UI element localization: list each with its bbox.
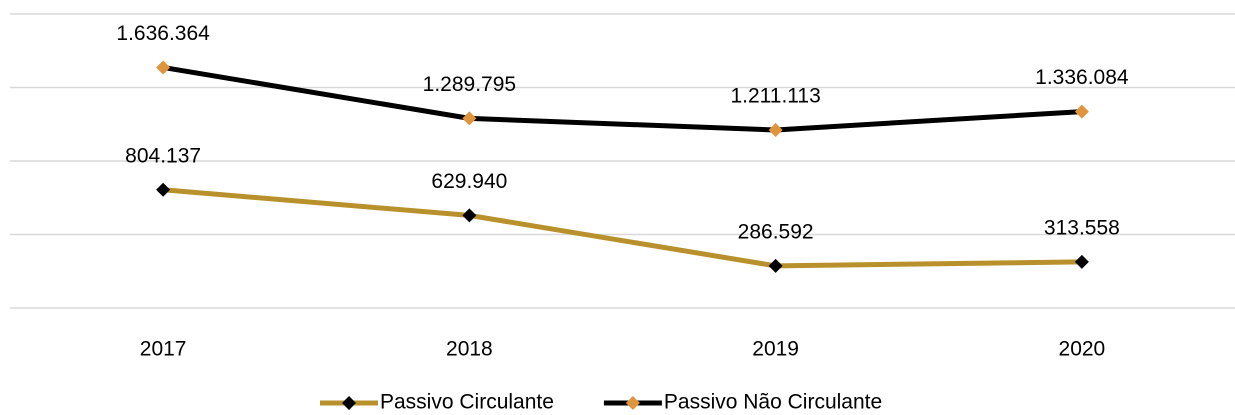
x-tick-label: 2018 [446,338,493,361]
x-tick-label: 2019 [752,338,799,361]
legend-label: Passivo Circulante [380,391,554,414]
marker [462,208,477,223]
data-label: 804.137 [125,144,201,167]
legend-label: Passivo Não Circulante [664,391,882,414]
series-line [162,64,1083,133]
marker [768,122,783,137]
data-label: 313.558 [1044,216,1120,239]
marker [156,182,171,197]
data-label: 1.211.113 [730,85,820,108]
data-label: 286.592 [738,220,814,243]
marker [768,258,783,273]
legend-marker [342,396,356,410]
data-label: 1.336.084 [1035,66,1129,89]
data-label: 629.940 [431,170,507,193]
x-tick-label: 2020 [1059,338,1106,361]
marker [462,111,477,126]
marker [1074,254,1089,269]
legend-marker [625,396,640,410]
marker [1074,104,1089,119]
marker [156,60,171,75]
data-label: 1.289.795 [423,73,516,96]
series-line [162,187,1082,269]
x-tick-label: 2017 [140,338,187,361]
data-label: 1.636.364 [116,22,210,45]
